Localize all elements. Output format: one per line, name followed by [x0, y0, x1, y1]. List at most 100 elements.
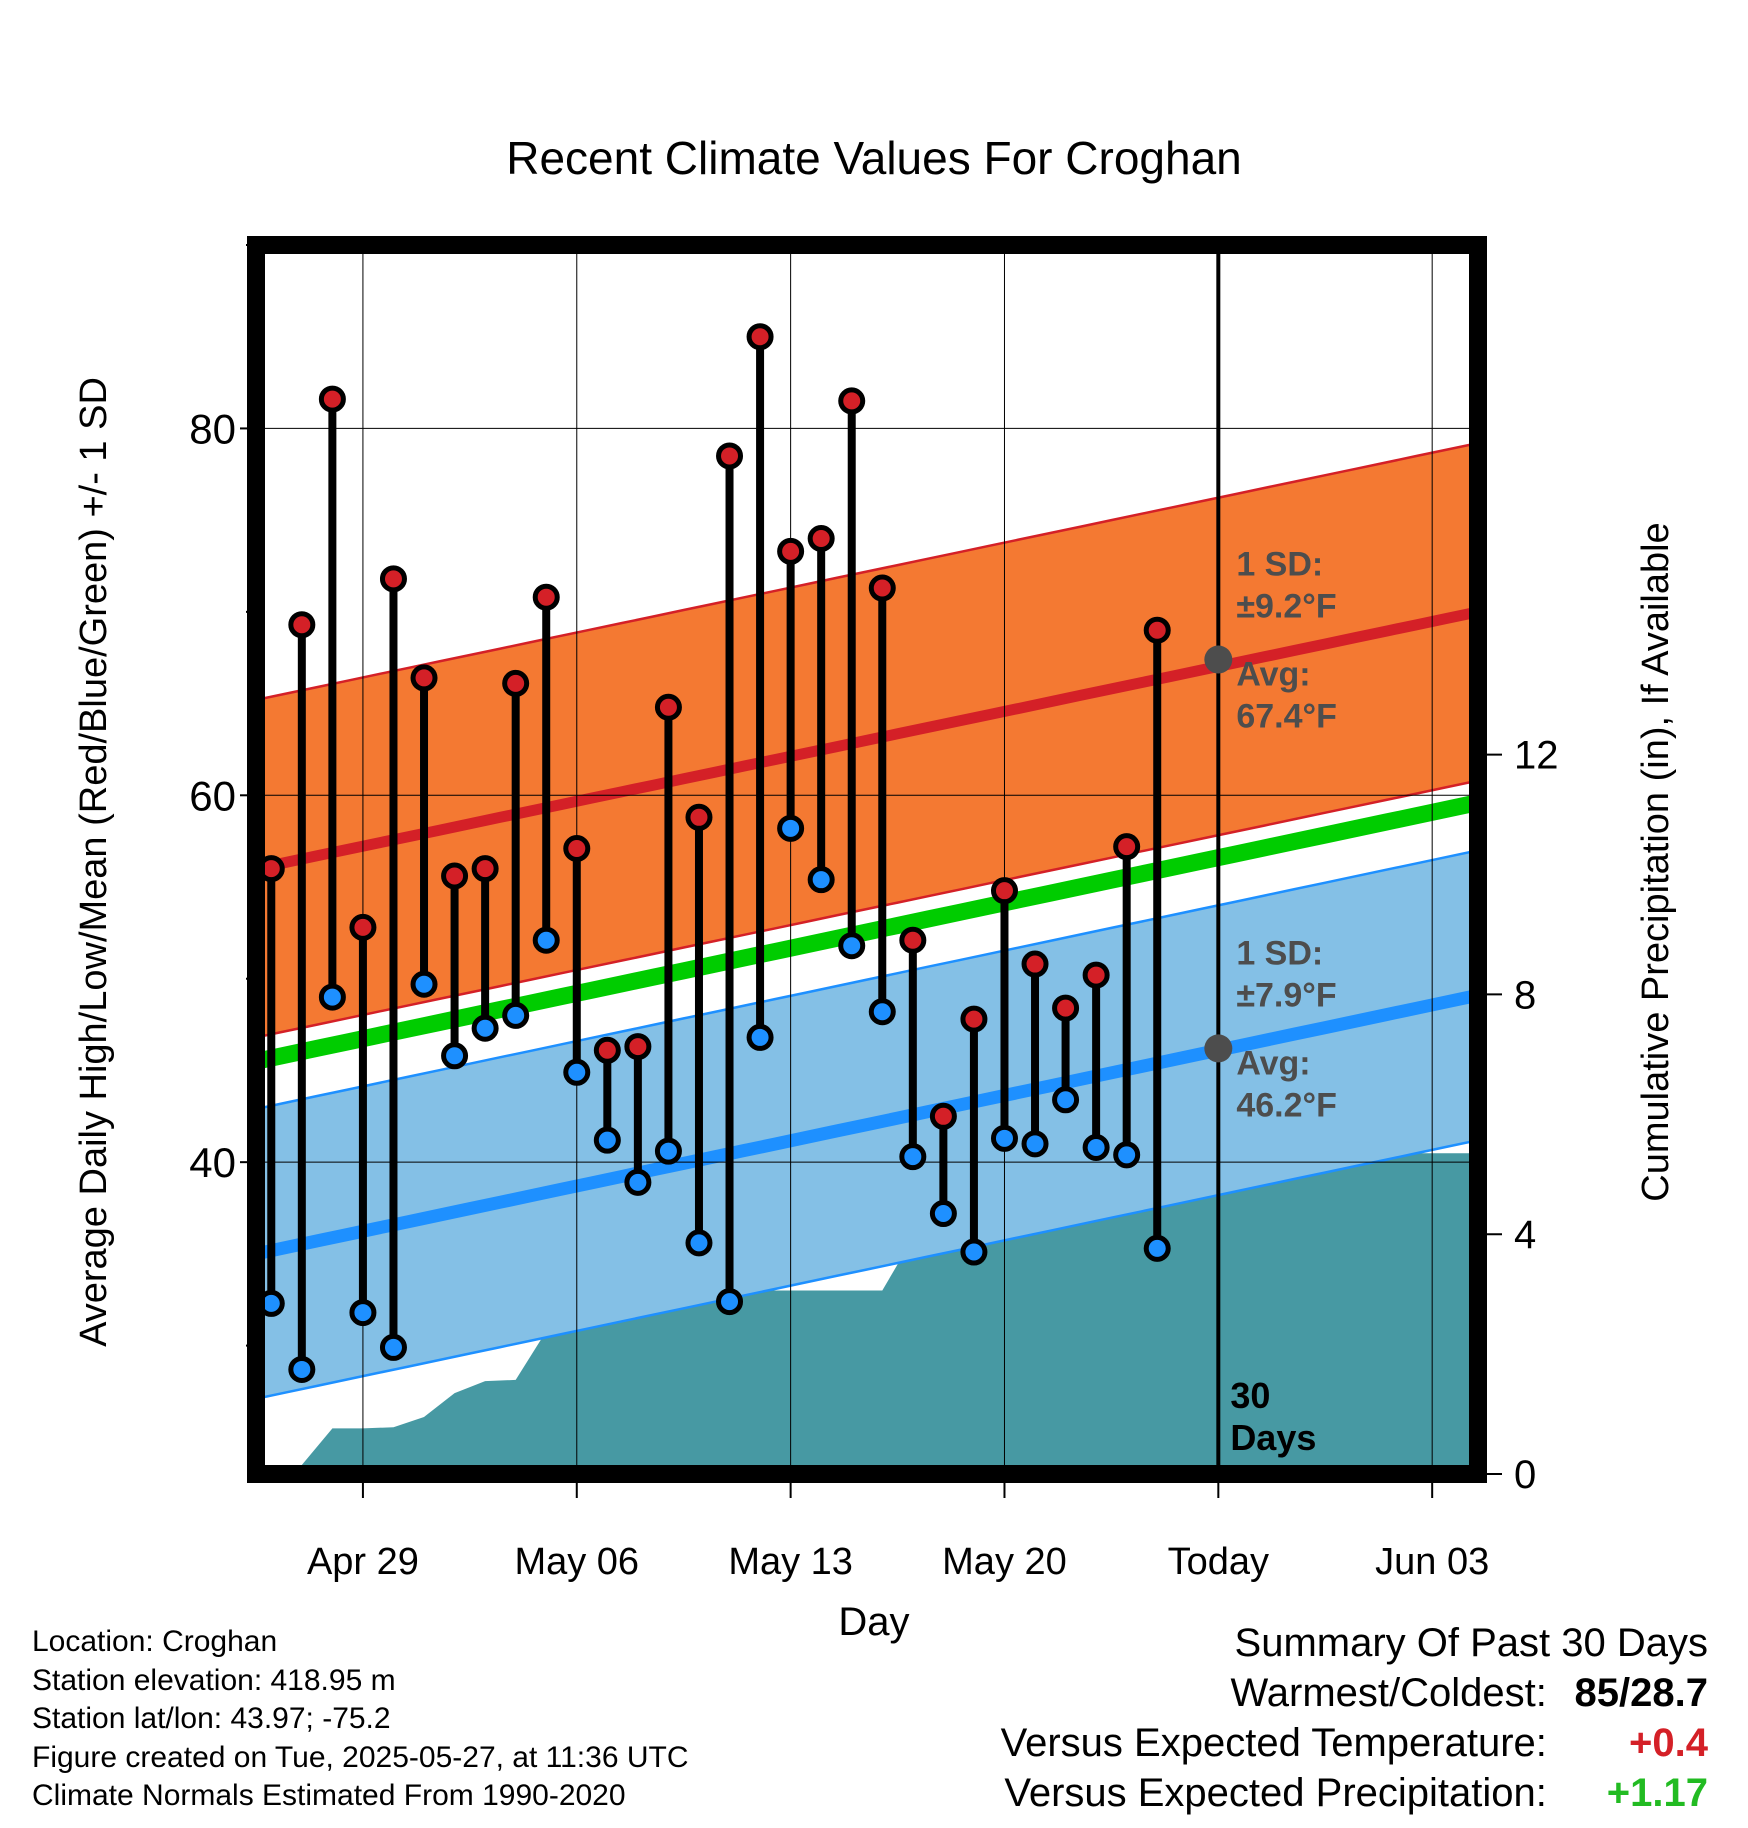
daily-low-point — [532, 926, 560, 954]
station-info: Location: Croghan Station elevation: 418… — [32, 1623, 689, 1816]
precip-area — [271, 1153, 1478, 1474]
warmest-coldest-value: 85/28.7 — [1574, 1671, 1708, 1715]
daily-high-point — [929, 1102, 957, 1130]
normal-high-upper-edge — [256, 441, 1478, 702]
temp-departure-label: Versus Expected Temperature: — [1000, 1721, 1547, 1765]
precip-departure-label: Versus Expected Precipitation: — [1004, 1771, 1547, 1815]
daily-low-point — [929, 1200, 957, 1228]
low-avg-value: 46.2°F — [1236, 1086, 1337, 1124]
x-tick-label: Today — [1168, 1541, 1269, 1583]
elevation-text: Station elevation: 418.95 m — [32, 1663, 396, 1697]
daily-high-point — [379, 565, 407, 593]
daily-high-point — [1052, 994, 1080, 1022]
summary-title: Summary Of Past 30 Days — [1234, 1621, 1708, 1665]
low-sd-value: ±7.9°F — [1236, 976, 1336, 1014]
y-tick-label: 40 — [189, 1139, 236, 1186]
high-sd-label: 1 SD: — [1236, 546, 1323, 584]
daily-high-point — [441, 862, 469, 890]
precip-departure-value: +1.17 — [1606, 1771, 1708, 1815]
daily-low-point — [318, 983, 346, 1011]
daily-high-point — [868, 574, 896, 602]
daily-low-point — [288, 1355, 316, 1383]
daily-high-point — [1021, 950, 1049, 978]
daily-high-point — [563, 834, 591, 862]
y-axis-label: Average Daily High/Low/Mean (Red/Blue/Gr… — [73, 377, 115, 1347]
daily-low-point — [777, 814, 805, 842]
daily-high-point — [1113, 833, 1141, 861]
normal-low-line — [256, 988, 1478, 1261]
daily-low-point — [1082, 1133, 1110, 1161]
y-tick-label: 60 — [189, 772, 236, 819]
low-avg-marker — [1204, 1034, 1233, 1063]
high-avg-marker — [1204, 645, 1233, 674]
high-avg-label: Avg: — [1236, 656, 1310, 694]
daily-low-point — [441, 1042, 469, 1070]
daily-high-point — [532, 583, 560, 611]
daily-low-point — [410, 970, 438, 998]
daily-high-point — [502, 669, 530, 697]
daily-high-point — [807, 524, 835, 552]
daily-high-point — [716, 442, 744, 470]
chart-title: Recent Climate Values For Croghan — [506, 132, 1241, 184]
low-sd-label: 1 SD: — [1236, 934, 1323, 972]
daily-low-point — [838, 932, 866, 960]
x-tick-label: May 13 — [728, 1541, 853, 1583]
daily-high-point — [1082, 961, 1110, 989]
daily-high-point — [654, 693, 682, 721]
normals-text: Climate Normals Estimated From 1990-2020 — [32, 1779, 626, 1812]
daily-high-point — [624, 1033, 652, 1061]
daily-high-point — [318, 385, 346, 413]
daily-low-point — [502, 1001, 530, 1029]
y-tick-label: 80 — [189, 405, 236, 452]
normal-low-lower-edge — [256, 1138, 1478, 1401]
temp-departure-value: +0.4 — [1629, 1721, 1708, 1765]
daily-low-point — [960, 1238, 988, 1266]
y2-axis-label: Cumulative Precipitation (in), If Availa… — [1635, 522, 1677, 1201]
daily-low-point — [349, 1299, 377, 1327]
temp-departure-row: Versus Expected Temperature: +0.4 — [1001, 1718, 1708, 1768]
y2-tick-label: 4 — [1514, 1213, 1536, 1257]
today-label-unit: Days — [1230, 1417, 1316, 1458]
daily-low-point — [807, 866, 835, 894]
daily-low-point — [1113, 1141, 1141, 1169]
daily-low-point — [990, 1124, 1018, 1152]
daily-low-point — [471, 1014, 499, 1042]
x-axis-label: Day — [838, 1600, 909, 1644]
today-label-number: 30 — [1230, 1375, 1270, 1416]
daily-high-point — [593, 1036, 621, 1064]
precip-departure-row: Versus Expected Precipitation: +1.17 — [1001, 1768, 1708, 1818]
daily-high-point — [777, 537, 805, 565]
daily-low-point — [563, 1058, 591, 1086]
normal-mean-line — [256, 794, 1478, 1070]
x-tick-label: Apr 29 — [307, 1541, 419, 1583]
daily-high-point — [349, 913, 377, 941]
y2-tick-label: 0 — [1514, 1453, 1536, 1497]
daily-high-point — [1143, 616, 1171, 644]
daily-low-point — [593, 1126, 621, 1154]
normal-high-line — [256, 606, 1478, 875]
daily-high-point — [838, 387, 866, 415]
daily-high-point — [746, 323, 774, 351]
high-sd-value: ±9.2°F — [1236, 588, 1336, 626]
daily-high-point — [471, 855, 499, 883]
daily-low-point — [654, 1137, 682, 1165]
low-avg-label: Avg: — [1236, 1044, 1310, 1082]
daily-high-point — [960, 1005, 988, 1033]
daily-low-point — [685, 1229, 713, 1257]
warmest-coldest-row: Warmest/Coldest: 85/28.7 — [1001, 1668, 1709, 1718]
normal-high-lower-edge — [256, 779, 1478, 1039]
daily-high-point — [685, 803, 713, 831]
summary-panel: Summary Of Past 30 Days Warmest/Coldest:… — [1001, 1618, 1708, 1818]
daily-high-point — [990, 877, 1018, 905]
daily-low-point — [716, 1288, 744, 1316]
y2-tick-label: 8 — [1514, 973, 1536, 1017]
daily-high-point — [410, 664, 438, 692]
x-tick-label: Jun 03 — [1375, 1541, 1489, 1583]
daily-low-point — [746, 1023, 774, 1051]
daily-low-point — [379, 1333, 407, 1361]
plot-frame — [247, 236, 1487, 1483]
x-tick-label: May 06 — [514, 1541, 639, 1583]
x-tick-label: May 20 — [942, 1541, 1067, 1583]
daily-low-point — [868, 998, 896, 1026]
